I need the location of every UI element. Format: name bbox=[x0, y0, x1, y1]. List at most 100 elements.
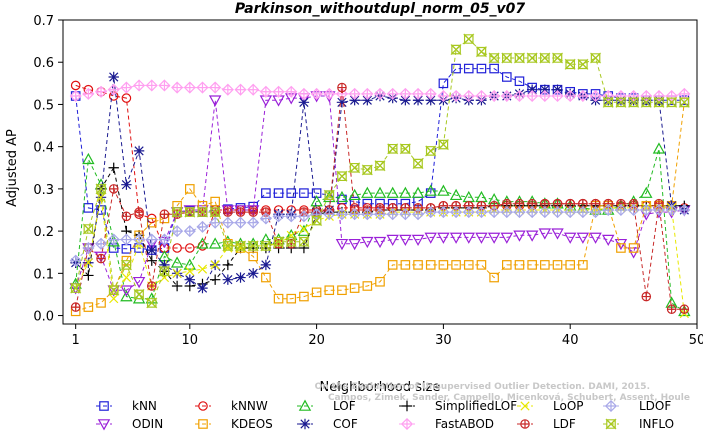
data-point-odin bbox=[234, 205, 247, 217]
data-point-inflo bbox=[653, 96, 665, 108]
marker-cross bbox=[628, 204, 639, 216]
legend-label: LoOP bbox=[553, 399, 584, 413]
data-point-fastabod bbox=[462, 89, 475, 103]
data-point-lof bbox=[310, 195, 323, 207]
marker-cross bbox=[273, 86, 284, 97]
data-point-inflo bbox=[678, 96, 690, 108]
marker-square bbox=[299, 291, 309, 302]
data-point-fastabod bbox=[526, 89, 539, 103]
marker-circle bbox=[185, 243, 195, 253]
data-point-ldf bbox=[248, 207, 258, 217]
data-point-inflo bbox=[120, 259, 133, 271]
marker-cross bbox=[147, 281, 156, 291]
marker-triangle bbox=[297, 224, 311, 236]
marker-cross bbox=[298, 211, 310, 222]
data-point-fastabod bbox=[158, 79, 171, 92]
data-point-lof bbox=[107, 235, 120, 247]
data-point-fastabod bbox=[665, 89, 678, 103]
y-tick-label: 0.3 bbox=[33, 183, 54, 198]
data-point-fastabod bbox=[310, 87, 323, 100]
data-point-fastabod bbox=[183, 81, 196, 94]
data-point-loop bbox=[197, 264, 208, 274]
marker-square bbox=[502, 72, 512, 82]
marker-square bbox=[514, 76, 525, 87]
data-point-inflo bbox=[196, 206, 209, 218]
marker-cross bbox=[222, 84, 234, 95]
data-point-ldf bbox=[96, 253, 106, 264]
data-point-ldf bbox=[666, 304, 677, 315]
data-point-kdeos bbox=[337, 285, 347, 296]
marker-triangle bbox=[386, 234, 399, 246]
data-point-inflo bbox=[589, 52, 602, 64]
marker-square bbox=[273, 293, 284, 304]
data-point-inflo bbox=[209, 206, 221, 218]
marker-cross bbox=[679, 204, 690, 216]
data-point-ldof bbox=[297, 210, 310, 223]
marker-triangle bbox=[424, 184, 437, 196]
data-point-odin bbox=[538, 228, 552, 240]
data-point-knn bbox=[96, 205, 106, 215]
legend-swatch-marker bbox=[401, 400, 413, 412]
data-point-ldof bbox=[437, 206, 450, 219]
data-point-lof bbox=[297, 224, 311, 236]
data-point-knn bbox=[476, 63, 487, 74]
marker-hourglass-2 bbox=[641, 96, 652, 108]
marker-square bbox=[425, 260, 436, 270]
y-tick-label: 0.7 bbox=[33, 14, 54, 29]
marker-hourglass-2 bbox=[337, 170, 347, 182]
data-point-inflo bbox=[108, 284, 120, 296]
data-point-kdeos bbox=[387, 260, 398, 270]
marker-cross bbox=[565, 90, 576, 102]
data-point-inflo bbox=[387, 143, 399, 155]
data-point-inflo bbox=[146, 297, 158, 309]
marker-triangle bbox=[183, 205, 197, 217]
data-point-fastabod bbox=[323, 87, 336, 100]
marker-square bbox=[628, 243, 639, 253]
data-point-odin bbox=[589, 232, 602, 244]
marker-cross bbox=[249, 207, 258, 217]
marker-triangle bbox=[335, 238, 349, 251]
series-ldf bbox=[70, 82, 690, 315]
data-point-inflo bbox=[564, 58, 576, 70]
data-point-ldf bbox=[134, 207, 144, 217]
data-point-odin bbox=[208, 95, 222, 107]
marker-triangle bbox=[170, 256, 184, 268]
marker-cross bbox=[235, 217, 246, 228]
data-point-inflo bbox=[374, 160, 386, 172]
data-point-inflo bbox=[425, 145, 437, 157]
marker-star bbox=[336, 97, 348, 108]
marker-triangle bbox=[348, 238, 361, 251]
marker-plus bbox=[171, 280, 183, 292]
marker-cross bbox=[642, 292, 651, 301]
axes: 1 10 20 30 40 50 0.0 0.1 0.2 0.3 0.4 0.5 0.6 0.7 bbox=[33, 14, 703, 348]
marker-cross bbox=[184, 82, 195, 93]
data-point-lof bbox=[373, 186, 387, 198]
data-point-ldof bbox=[488, 206, 501, 219]
data-point-lof bbox=[399, 186, 412, 198]
data-point-lof bbox=[361, 186, 374, 198]
data-point-ldf bbox=[337, 82, 347, 93]
y-tick-label: 0.6 bbox=[33, 56, 54, 71]
marker-triangle bbox=[246, 205, 260, 217]
data-point-inflo bbox=[475, 46, 488, 58]
legend-swatch-marker bbox=[520, 401, 530, 411]
legend-item-fastabod: FastABOD bbox=[399, 417, 494, 431]
marker-cross bbox=[603, 90, 614, 102]
data-point-ldof bbox=[678, 203, 691, 217]
marker-triangle bbox=[196, 237, 209, 249]
data-point-ldof bbox=[526, 206, 539, 219]
marker-hourglass-2 bbox=[273, 236, 284, 248]
marker-square bbox=[261, 188, 271, 198]
marker-cross bbox=[501, 90, 512, 102]
series-line-lof bbox=[75, 148, 685, 312]
data-point-ldof bbox=[373, 208, 387, 221]
data-point-ldf bbox=[70, 302, 81, 312]
data-point-ldof bbox=[652, 203, 666, 217]
marker-cross bbox=[653, 204, 665, 216]
data-point-ldof bbox=[133, 233, 146, 246]
marker-plus bbox=[298, 242, 310, 254]
data-point-odin bbox=[335, 238, 349, 251]
marker-square bbox=[299, 188, 309, 198]
marker-plus bbox=[146, 255, 157, 266]
marker-triangle bbox=[361, 236, 374, 249]
